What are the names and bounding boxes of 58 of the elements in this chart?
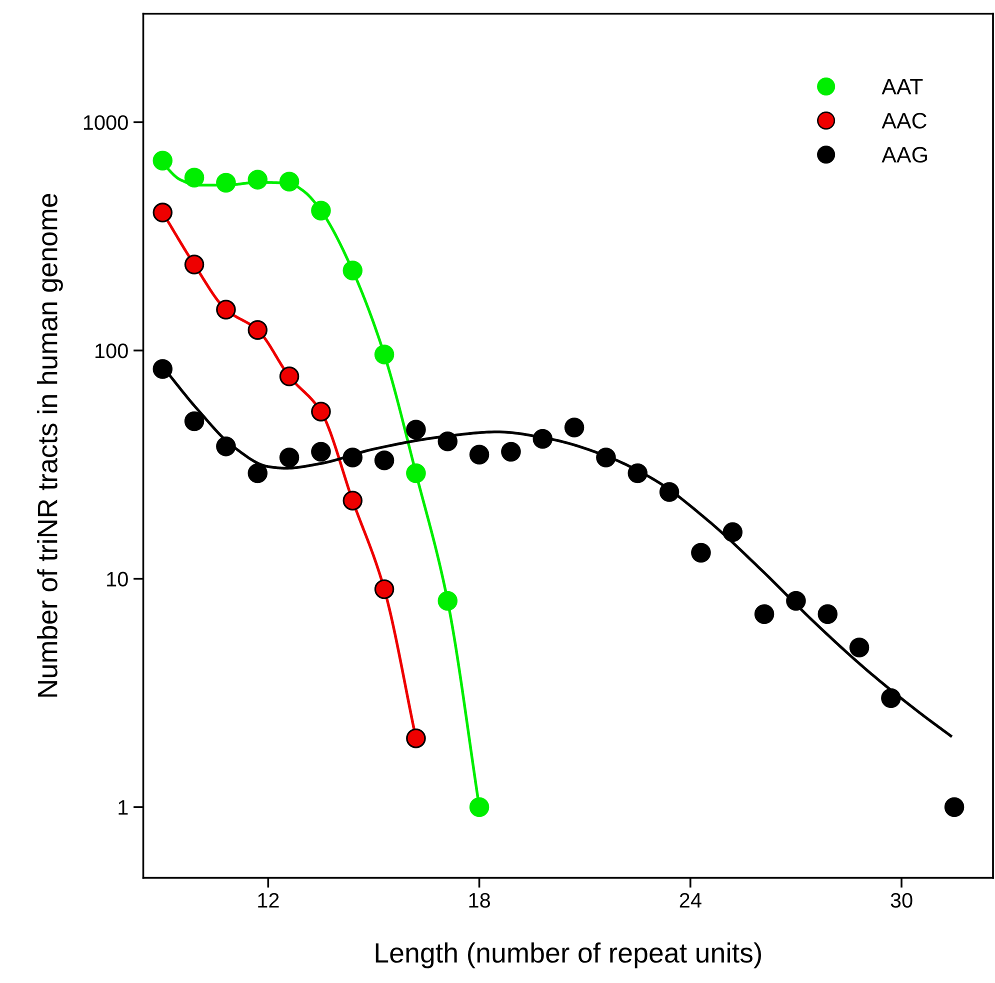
point: [722, 522, 743, 542]
point: [311, 200, 331, 220]
point: [944, 797, 964, 817]
point: [438, 431, 458, 452]
point: [311, 402, 331, 422]
point: [596, 448, 616, 468]
point: [279, 172, 300, 192]
point: [216, 300, 236, 320]
point: [754, 604, 774, 624]
point: [659, 482, 680, 502]
point: [438, 591, 458, 611]
legend-label: AAG: [882, 146, 927, 163]
point: [248, 463, 268, 484]
point: [406, 463, 426, 484]
legend-label: AAT: [882, 79, 923, 94]
point: [279, 448, 300, 468]
point: [248, 170, 268, 190]
x-tick-label: 30: [890, 892, 912, 908]
point: [374, 450, 394, 470]
point: [501, 442, 521, 462]
y-tick-label: 10: [107, 572, 128, 587]
point: [279, 366, 300, 386]
point: [184, 168, 204, 188]
point: [406, 728, 426, 748]
point: [342, 490, 363, 511]
x-tick-label: 12: [258, 892, 279, 908]
point: [374, 344, 394, 364]
point: [469, 797, 490, 817]
point: [691, 542, 711, 563]
point: [628, 463, 648, 484]
point: [311, 442, 331, 462]
point: [374, 579, 394, 600]
point: [786, 591, 806, 611]
point: [216, 172, 236, 193]
point: [342, 448, 363, 468]
x-axis-title: Length (number of repeat units): [376, 942, 761, 968]
x-tick-label: 18: [469, 892, 490, 908]
point: [406, 420, 426, 440]
point: [248, 320, 268, 340]
legend-label: AAC: [882, 112, 926, 129]
point: [152, 150, 173, 170]
point: [342, 260, 363, 280]
point: [564, 418, 584, 438]
point: [532, 429, 553, 449]
y-tick-label: 100: [96, 343, 128, 358]
point: [469, 444, 490, 464]
y-tick-label: 1000: [84, 115, 128, 130]
point: [881, 688, 901, 708]
point: [152, 202, 173, 222]
y-tick-label: 1: [118, 800, 128, 815]
point: [184, 254, 204, 274]
point: [216, 436, 236, 456]
point: [152, 359, 173, 379]
point: [184, 411, 204, 432]
y-axis-title: Number of triNR tracts in human genome: [37, 194, 63, 697]
point: [818, 604, 838, 624]
point: [849, 638, 870, 658]
x-tick-label: 24: [680, 892, 702, 908]
